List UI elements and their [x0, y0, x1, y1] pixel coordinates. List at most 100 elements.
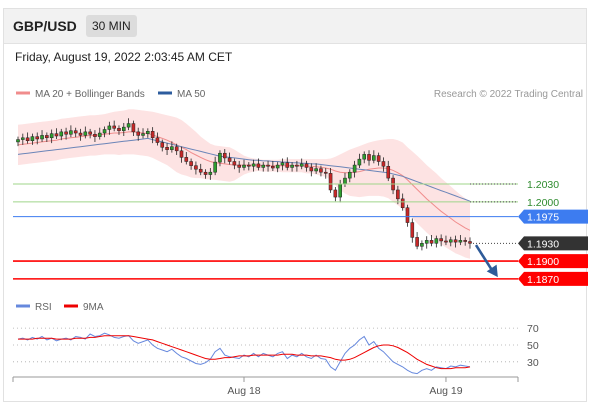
candle [107, 121, 112, 135]
candle [97, 127, 102, 140]
candle [405, 204, 410, 227]
candle [304, 160, 309, 172]
candle [59, 128, 64, 141]
candle [102, 126, 107, 138]
candle [78, 128, 83, 141]
candle [93, 130, 97, 142]
candle [54, 128, 59, 139]
candle [174, 143, 179, 155]
candle [410, 218, 415, 243]
candle [218, 150, 222, 167]
candle [463, 237, 467, 246]
candle [146, 128, 150, 138]
x-tick-label: Aug 19 [429, 385, 462, 397]
x-axis-layer: Aug 18 Aug 19 [12, 377, 519, 397]
ma50-line [17, 137, 471, 202]
candle [323, 168, 328, 179]
price-level-label: 1.1930 [527, 238, 559, 250]
candle [333, 186, 338, 202]
candle [352, 160, 357, 178]
price-level-support: 1.1900 [13, 254, 588, 269]
price-level-label: 1.1900 [527, 256, 559, 268]
candle [141, 128, 145, 139]
candle [112, 120, 116, 132]
candle [83, 126, 88, 139]
rsi-tick-label: 50 [527, 340, 539, 352]
candle [362, 151, 367, 164]
candle [237, 160, 241, 173]
legend-ma50-label: MA 50 [177, 89, 206, 100]
candle [314, 163, 318, 174]
price-level-label: 1.1870 [527, 274, 559, 286]
candle [299, 158, 304, 170]
candle [35, 132, 40, 145]
price-level-pivot: 1.1975 [13, 209, 588, 224]
candle [328, 168, 333, 193]
candle [381, 157, 386, 172]
candle [347, 169, 352, 183]
rsi-tick-label: 30 [527, 357, 539, 369]
legend-9ma-label: 9MA [83, 302, 104, 313]
rsi-tick-label: 70 [527, 323, 539, 335]
candle [160, 139, 165, 152]
candle [126, 118, 131, 131]
candle [309, 163, 314, 177]
price-level-layer: 1.2030 1.2000 1.1975 1.1930 1.1900 1.1870 [13, 179, 588, 286]
candle [184, 152, 189, 165]
candle [179, 146, 184, 163]
candle [25, 132, 30, 144]
candle [453, 235, 458, 248]
price-level-resistance: 1.2030 [13, 179, 559, 191]
symbol-title: GBP/USD [13, 18, 77, 34]
price-level-last: 1.1930 [473, 236, 588, 251]
candle [49, 129, 54, 144]
candle [198, 163, 203, 176]
candle [150, 127, 155, 144]
candle [372, 150, 376, 164]
candle [458, 235, 463, 246]
timeframe-badge[interactable]: 30 MIN [86, 15, 137, 37]
candle [131, 120, 136, 137]
legend-ma20-label: MA 20 + Bollinger Bands [35, 89, 145, 100]
candle [73, 127, 78, 138]
chart-datetime: Friday, August 19, 2022 2:03:45 AM CET [15, 50, 233, 64]
candle [439, 234, 443, 247]
candle [30, 133, 35, 145]
forecast-arrow-shaft [474, 244, 495, 274]
candle [444, 235, 448, 246]
candle [285, 157, 290, 171]
candle [251, 159, 256, 172]
price-level-label: 1.1975 [527, 212, 559, 224]
candle [295, 160, 299, 172]
bollinger-band [18, 109, 470, 259]
candle [227, 152, 232, 165]
rsi-layer: 70 50 30 [13, 323, 539, 375]
candle [242, 159, 246, 171]
candle [155, 132, 160, 146]
candle [21, 133, 25, 145]
candle [357, 153, 362, 169]
price-level-support: 1.1870 [13, 271, 588, 286]
candle [448, 236, 453, 247]
candle [247, 162, 251, 171]
candle [189, 158, 193, 170]
candle [64, 127, 68, 140]
candle [121, 122, 126, 137]
candle [261, 162, 266, 172]
candle [386, 160, 391, 182]
candle [271, 160, 275, 171]
candle [117, 125, 121, 135]
candle [396, 185, 400, 205]
credit-text: Research © 2022 Trading Central [434, 89, 583, 100]
candle [266, 160, 270, 172]
candle [69, 125, 73, 138]
candle [424, 236, 429, 249]
chart-header: GBP/USD 30 MIN [4, 9, 586, 44]
x-tick-label: Aug 18 [227, 385, 260, 397]
forecast-arrow-layer [474, 244, 498, 278]
candle [208, 168, 213, 180]
candle [256, 158, 261, 171]
price-level-label: 1.2000 [527, 197, 559, 209]
candle [319, 165, 323, 177]
